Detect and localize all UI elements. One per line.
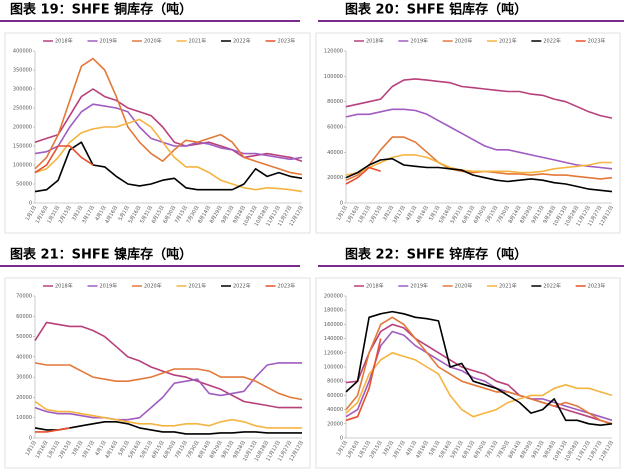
legend-label: 2020年 (144, 283, 162, 290)
series-line (34, 57, 303, 176)
legend-label: 2023年 (278, 38, 296, 45)
y-tick-label: 30000 (16, 375, 32, 381)
legend-label: 2020年 (455, 38, 473, 45)
y-tick-label: 20000 (327, 175, 343, 181)
legend-label: 2023年 (588, 283, 606, 290)
y-tick-label: 50000 (16, 182, 32, 188)
chart-title: 图表 20：SHFE 铝库存（吨） (345, 2, 527, 18)
legend-label: 2022年 (543, 38, 561, 45)
legend-label: 2021年 (499, 38, 517, 45)
series-line (345, 352, 613, 418)
series-line (345, 310, 613, 426)
y-tick-label: 300000 (13, 87, 32, 93)
series-line (34, 321, 302, 409)
series-line (345, 330, 613, 422)
y-tick-label: 0 (340, 201, 343, 207)
y-tick-label: 160000 (324, 322, 343, 328)
legend-label: 2019年 (410, 283, 428, 290)
y-tick-label: 60000 (16, 314, 32, 320)
y-tick-label: 120000 (324, 49, 343, 55)
series-line (34, 400, 302, 429)
y-tick-label: 70000 (16, 294, 32, 300)
series-line (35, 427, 70, 433)
y-tick-label: 10000 (16, 415, 32, 421)
legend-label: 2021年 (499, 283, 517, 290)
series-line (345, 108, 613, 170)
chart-title: 图表 22：SHFE 锌库存（吨） (345, 247, 527, 263)
y-tick-label: 120000 (324, 350, 343, 356)
legend-label: 2018年 (55, 38, 73, 45)
y-tick-label: 0 (29, 201, 32, 207)
series-line (34, 88, 303, 162)
series-line (34, 421, 302, 435)
y-tick-label: 40000 (327, 150, 343, 156)
legend-label: 2020年 (144, 38, 162, 45)
y-tick-label: 140000 (324, 336, 343, 342)
y-tick-label: 20000 (16, 395, 32, 401)
series-line (345, 338, 382, 422)
legend-label: 2023年 (278, 283, 296, 290)
y-tick-label: 80000 (327, 379, 343, 385)
y-tick-label: 0 (29, 436, 32, 442)
y-tick-label: 0 (340, 436, 343, 442)
y-tick-label: 60000 (327, 125, 343, 131)
legend-label: 2019年 (100, 38, 118, 45)
y-tick-label: 100000 (13, 163, 32, 169)
chart-frame (4, 277, 311, 469)
y-tick-label: 200000 (324, 294, 343, 300)
legend-label: 2023年 (588, 38, 606, 45)
chart-title: 图表 19：SHFE 铜库存（吨） (10, 2, 192, 18)
series-line (34, 118, 303, 193)
series-line (34, 362, 303, 401)
legend-label: 2019年 (410, 38, 428, 45)
y-tick-label: 50000 (16, 334, 32, 340)
y-tick-label: 150000 (13, 144, 32, 150)
series-line (345, 78, 613, 119)
series-line (345, 316, 613, 425)
series-line (345, 157, 613, 193)
y-tick-label: 100000 (324, 365, 343, 371)
series-line (34, 362, 302, 421)
series-line (34, 141, 303, 193)
y-tick-label: 350000 (13, 68, 32, 74)
legend-label: 2018年 (55, 283, 73, 290)
series-line (34, 103, 303, 161)
y-tick-label: 40000 (327, 407, 343, 413)
y-tick-label: 100000 (324, 74, 343, 80)
y-tick-label: 20000 (327, 421, 343, 427)
legend-label: 2018年 (366, 283, 384, 290)
chart-frame (315, 32, 621, 234)
y-tick-label: 60000 (327, 393, 343, 399)
chart-frame (315, 277, 621, 469)
legend-label: 2022年 (233, 283, 251, 290)
y-tick-label: 400000 (13, 49, 32, 55)
series-line (34, 145, 94, 174)
series-line (345, 166, 381, 185)
series-line (345, 323, 613, 425)
series-line (345, 154, 612, 176)
legend-label: 2022年 (233, 38, 251, 45)
y-tick-label: 200000 (13, 125, 32, 131)
legend-label: 2021年 (189, 38, 207, 45)
y-tick-label: 250000 (13, 106, 32, 112)
y-tick-label: 40000 (16, 354, 32, 360)
legend-label: 2021年 (189, 283, 207, 290)
chart-frame (4, 32, 311, 234)
legend-label: 2022年 (543, 283, 561, 290)
legend-label: 2018年 (366, 38, 384, 45)
legend-label: 2019年 (100, 283, 118, 290)
legend-label: 2020年 (455, 283, 473, 290)
y-tick-label: 180000 (324, 308, 343, 314)
y-tick-label: 80000 (327, 99, 343, 105)
chart-title: 图表 21：SHFE 镍库存（吨） (10, 247, 192, 263)
